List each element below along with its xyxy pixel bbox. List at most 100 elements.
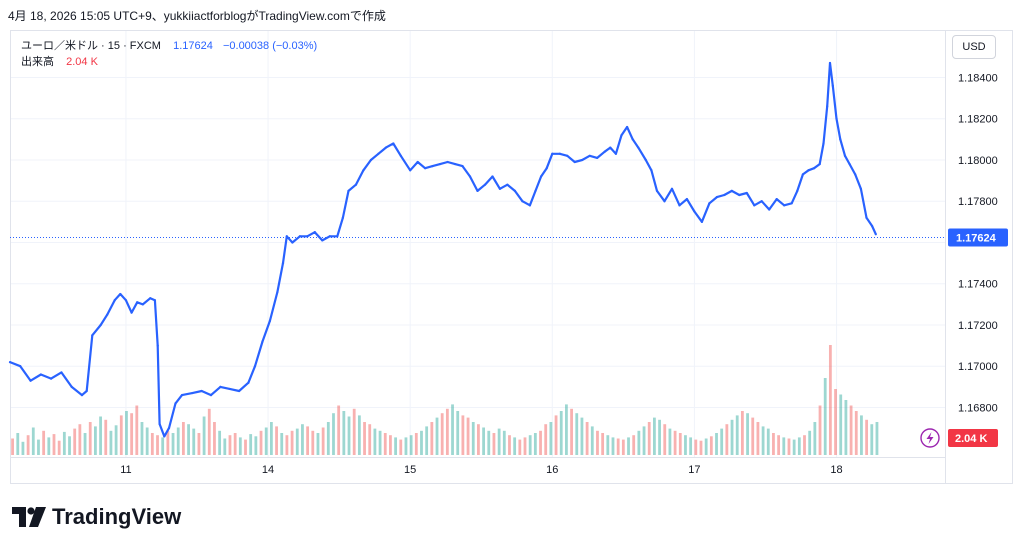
price-series-line[interactable] — [9, 61, 877, 438]
price-point — [285, 235, 288, 238]
volume-bar — [259, 430, 263, 455]
y-tick-label: 1.18200 — [958, 114, 998, 126]
price-point — [298, 235, 301, 238]
price-point — [247, 381, 250, 384]
x-tick-label: 17 — [688, 464, 700, 476]
volume-bar — [585, 422, 589, 455]
volume-bar — [797, 437, 801, 455]
price-point — [141, 303, 144, 306]
price-point — [124, 299, 128, 302]
volume-bar — [430, 422, 434, 455]
volume-bar — [306, 426, 310, 455]
volume-bar — [332, 413, 335, 455]
price-point — [631, 138, 634, 141]
volume-bar — [425, 426, 429, 455]
symbol-label[interactable]: ユーロ／米ドル · 15 · FXCM — [21, 40, 161, 52]
price-point — [409, 169, 412, 172]
price-point — [558, 152, 561, 155]
price-point — [156, 344, 159, 347]
price-point — [163, 435, 166, 438]
volume-bar — [673, 430, 677, 455]
price-point — [268, 319, 272, 322]
volume-bar — [777, 435, 781, 455]
volume-bar — [735, 415, 739, 455]
tradingview-logo[interactable]: TradingView — [12, 504, 181, 530]
volume-bar — [575, 413, 579, 455]
price-point — [603, 150, 606, 153]
volume-bar — [518, 439, 522, 455]
price-point — [347, 189, 350, 192]
volume-bar — [792, 439, 796, 455]
volume-bar — [192, 428, 196, 455]
volume-bar — [68, 436, 71, 455]
price-point — [670, 187, 674, 190]
volume-bar — [37, 439, 40, 455]
volume-bar — [782, 437, 786, 455]
volume-bar — [399, 439, 403, 455]
currency-button[interactable]: USD — [952, 35, 996, 59]
price-point — [149, 297, 152, 300]
volume-bar — [445, 408, 449, 455]
volume-label[interactable]: 出来高 — [21, 56, 54, 68]
price-point — [715, 195, 718, 199]
volume-bar — [275, 426, 278, 455]
volume-bar — [52, 434, 56, 455]
price-point — [685, 198, 689, 201]
volume-bar — [839, 394, 843, 455]
volume-bar — [31, 427, 35, 455]
price-point — [106, 313, 109, 316]
price-point — [843, 154, 847, 157]
volume-bar — [678, 433, 682, 455]
volume-bar — [590, 426, 594, 455]
volume-bar — [787, 438, 791, 455]
volume-bar — [290, 430, 294, 455]
chart-frame[interactable] — [10, 30, 1013, 484]
volume-bar — [611, 437, 615, 455]
tradingview-logo-icon — [12, 507, 46, 527]
volume-bar — [730, 419, 734, 455]
volume-bar — [213, 422, 216, 455]
volume-row: 出来高 2.04 K — [21, 54, 317, 70]
price-point — [130, 311, 133, 314]
price-point — [708, 202, 711, 205]
last-price-tag-text: 1.17624 — [956, 233, 997, 245]
price-point — [8, 361, 12, 364]
volume-bar — [704, 438, 708, 455]
price-point — [588, 154, 591, 157]
volume-bar — [632, 435, 636, 455]
price-point — [253, 365, 257, 368]
price-point — [191, 391, 194, 395]
chart-caption: 4月 18, 2026 15:05 UTC+9、yukkiiactforblog… — [8, 9, 386, 23]
price-point — [663, 200, 666, 203]
volume-bar — [720, 428, 724, 455]
price-point — [468, 175, 472, 178]
volume-bar — [316, 433, 320, 455]
volume-bar — [301, 424, 304, 455]
price-point — [50, 377, 53, 380]
price-point — [738, 193, 741, 197]
volume-tag-text: 2.04 K — [955, 433, 987, 445]
volume-bar — [368, 424, 372, 455]
volume-bar — [94, 426, 97, 455]
price-point — [153, 299, 157, 302]
brand-name: TradingView — [52, 504, 182, 529]
volume-bar — [652, 417, 656, 455]
volume-bar — [21, 441, 25, 455]
price-point — [291, 241, 294, 244]
y-tick-label: 1.17400 — [958, 279, 998, 291]
volume-bar — [249, 434, 253, 455]
volume-bar — [62, 431, 66, 455]
volume-bar — [528, 435, 532, 455]
price-point — [276, 290, 279, 294]
price-point — [70, 385, 73, 388]
volume-bar — [689, 437, 693, 455]
volume-bar — [156, 435, 159, 455]
price-point — [39, 373, 42, 376]
volume-bar — [725, 424, 729, 455]
volume-bar — [414, 433, 418, 455]
y-tick-label: 1.18400 — [958, 72, 998, 84]
price-point — [573, 160, 576, 164]
price-point — [136, 301, 139, 304]
volume-bar — [539, 430, 542, 455]
